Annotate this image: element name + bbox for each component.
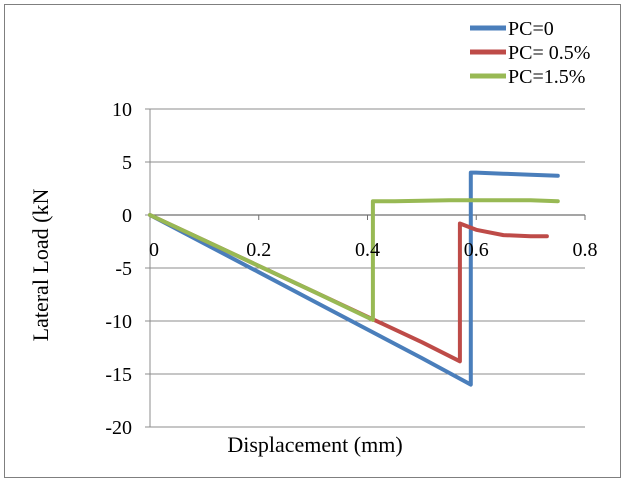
series-line-1 — [148, 170, 560, 387]
x-tick-label: 0.2 — [246, 239, 271, 261]
x-tick-label: 0.8 — [573, 239, 598, 261]
legend-label-1: PC=0 — [508, 18, 554, 40]
y-tick-label: 5 — [122, 152, 132, 174]
series-line-3 — [148, 198, 560, 322]
x-axis-title: Displacement (mm) — [227, 432, 402, 457]
series-line-2 — [148, 213, 549, 364]
y-tick-label: 10 — [112, 99, 132, 121]
chart-area: -20 -15 -10 -5 0 5 10 0 0.2 0.4 0.6 0.8 PC=0 PC= 0.5… — [4, 4, 621, 478]
legend-label-2: PC= 0.5% — [508, 42, 590, 64]
y-tick-label: -20 — [105, 417, 132, 439]
y-axis-title: Lateral Load (kN — [28, 189, 53, 342]
y-tick-label: -10 — [105, 311, 132, 333]
x-tick-label: 0.6 — [464, 239, 489, 261]
y-tick-label: -5 — [115, 258, 132, 280]
y-tick-label: -15 — [105, 364, 132, 386]
x-tick-label: 0.4 — [355, 239, 380, 261]
x-tick-label: 0 — [149, 239, 159, 261]
legend-label-3: PC=1.5% — [508, 66, 585, 88]
line-chart: -20 -15 -10 -5 0 5 10 0 0.2 0.4 0.6 0.8 PC=0PC= 0.5… — [28, 18, 598, 457]
y-tick-label: 0 — [122, 205, 132, 227]
